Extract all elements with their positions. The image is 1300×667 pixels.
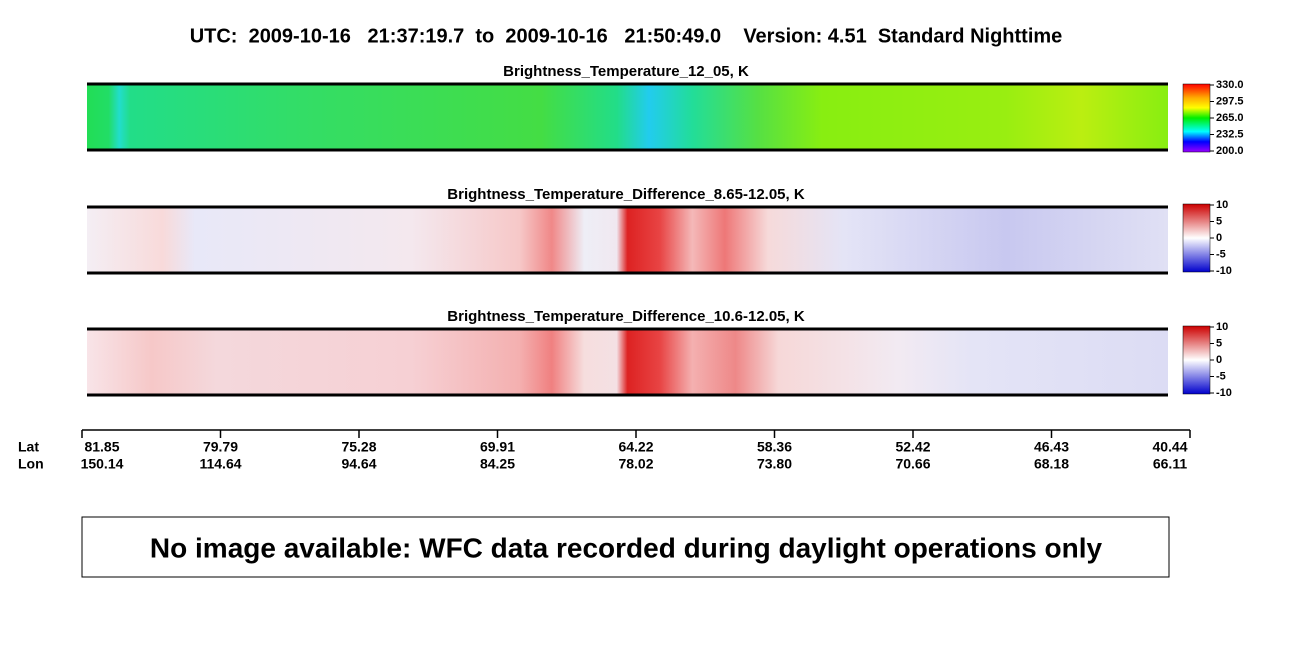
lat-label: 79.79	[203, 439, 238, 455]
main-title: UTC: 2009-10-16 21:37:19.7 to 2009-10-16…	[190, 25, 1063, 47]
lat-label: 69.91	[480, 439, 515, 455]
axis-row-label: Lat	[18, 439, 39, 455]
colorbar-label: 0	[1216, 232, 1222, 244]
lat-label: 64.22	[618, 439, 653, 455]
lon-label: 66.11	[1153, 456, 1187, 472]
panel-title: Brightness_Temperature_Difference_10.6-1…	[447, 308, 805, 325]
colorbar-label: 232.5	[1216, 128, 1244, 140]
image-strip	[87, 207, 1168, 273]
lon-label: 68.18	[1034, 456, 1069, 472]
colorbar	[1182, 203, 1211, 273]
lat-label: 52.42	[895, 439, 930, 455]
notice-box	[81, 516, 1170, 578]
axis-row-label: Lon	[18, 456, 44, 472]
lon-label: 150.14	[81, 456, 124, 472]
panel-title: Brightness_Temperature_12_05, K	[503, 63, 749, 80]
colorbar-label: 200.0	[1216, 145, 1244, 157]
lat-label: 58.36	[757, 439, 792, 455]
colorbar-label: 330.0	[1216, 79, 1244, 91]
colorbar-label: 0	[1216, 354, 1222, 366]
colorbar	[1182, 325, 1211, 395]
lon-label: 94.64	[341, 456, 376, 472]
image-strip	[87, 329, 1168, 395]
lon-label: 114.64	[199, 456, 241, 472]
lon-label: 84.25	[480, 456, 515, 472]
colorbar	[1182, 83, 1211, 153]
colorbar-label: 297.5	[1216, 95, 1244, 107]
lon-label: 70.66	[895, 456, 930, 472]
panel-title: Brightness_Temperature_Difference_8.65-1…	[447, 186, 805, 203]
colorbar-label: -10	[1216, 387, 1232, 399]
lat-label: 81.85	[84, 439, 119, 455]
lat-label: 40.44	[1152, 439, 1187, 455]
colorbar-label: -5	[1216, 248, 1226, 260]
colorbar-label: -10	[1216, 265, 1232, 277]
lat-label: 46.43	[1034, 439, 1069, 455]
colorbar-label: 5	[1216, 215, 1222, 227]
colorbar-label: 10	[1216, 321, 1228, 333]
colorbar-label: 5	[1216, 337, 1222, 349]
lon-label: 73.80	[757, 456, 792, 472]
image-strip	[87, 84, 1168, 150]
notice: No image available: WFC data recorded du…	[150, 532, 1103, 563]
lon-label: 78.02	[618, 456, 653, 472]
lat-label: 75.28	[341, 439, 376, 455]
colorbar-label: 265.0	[1216, 112, 1244, 124]
colorbar-label: 10	[1216, 199, 1228, 211]
colorbar-label: -5	[1216, 370, 1226, 382]
